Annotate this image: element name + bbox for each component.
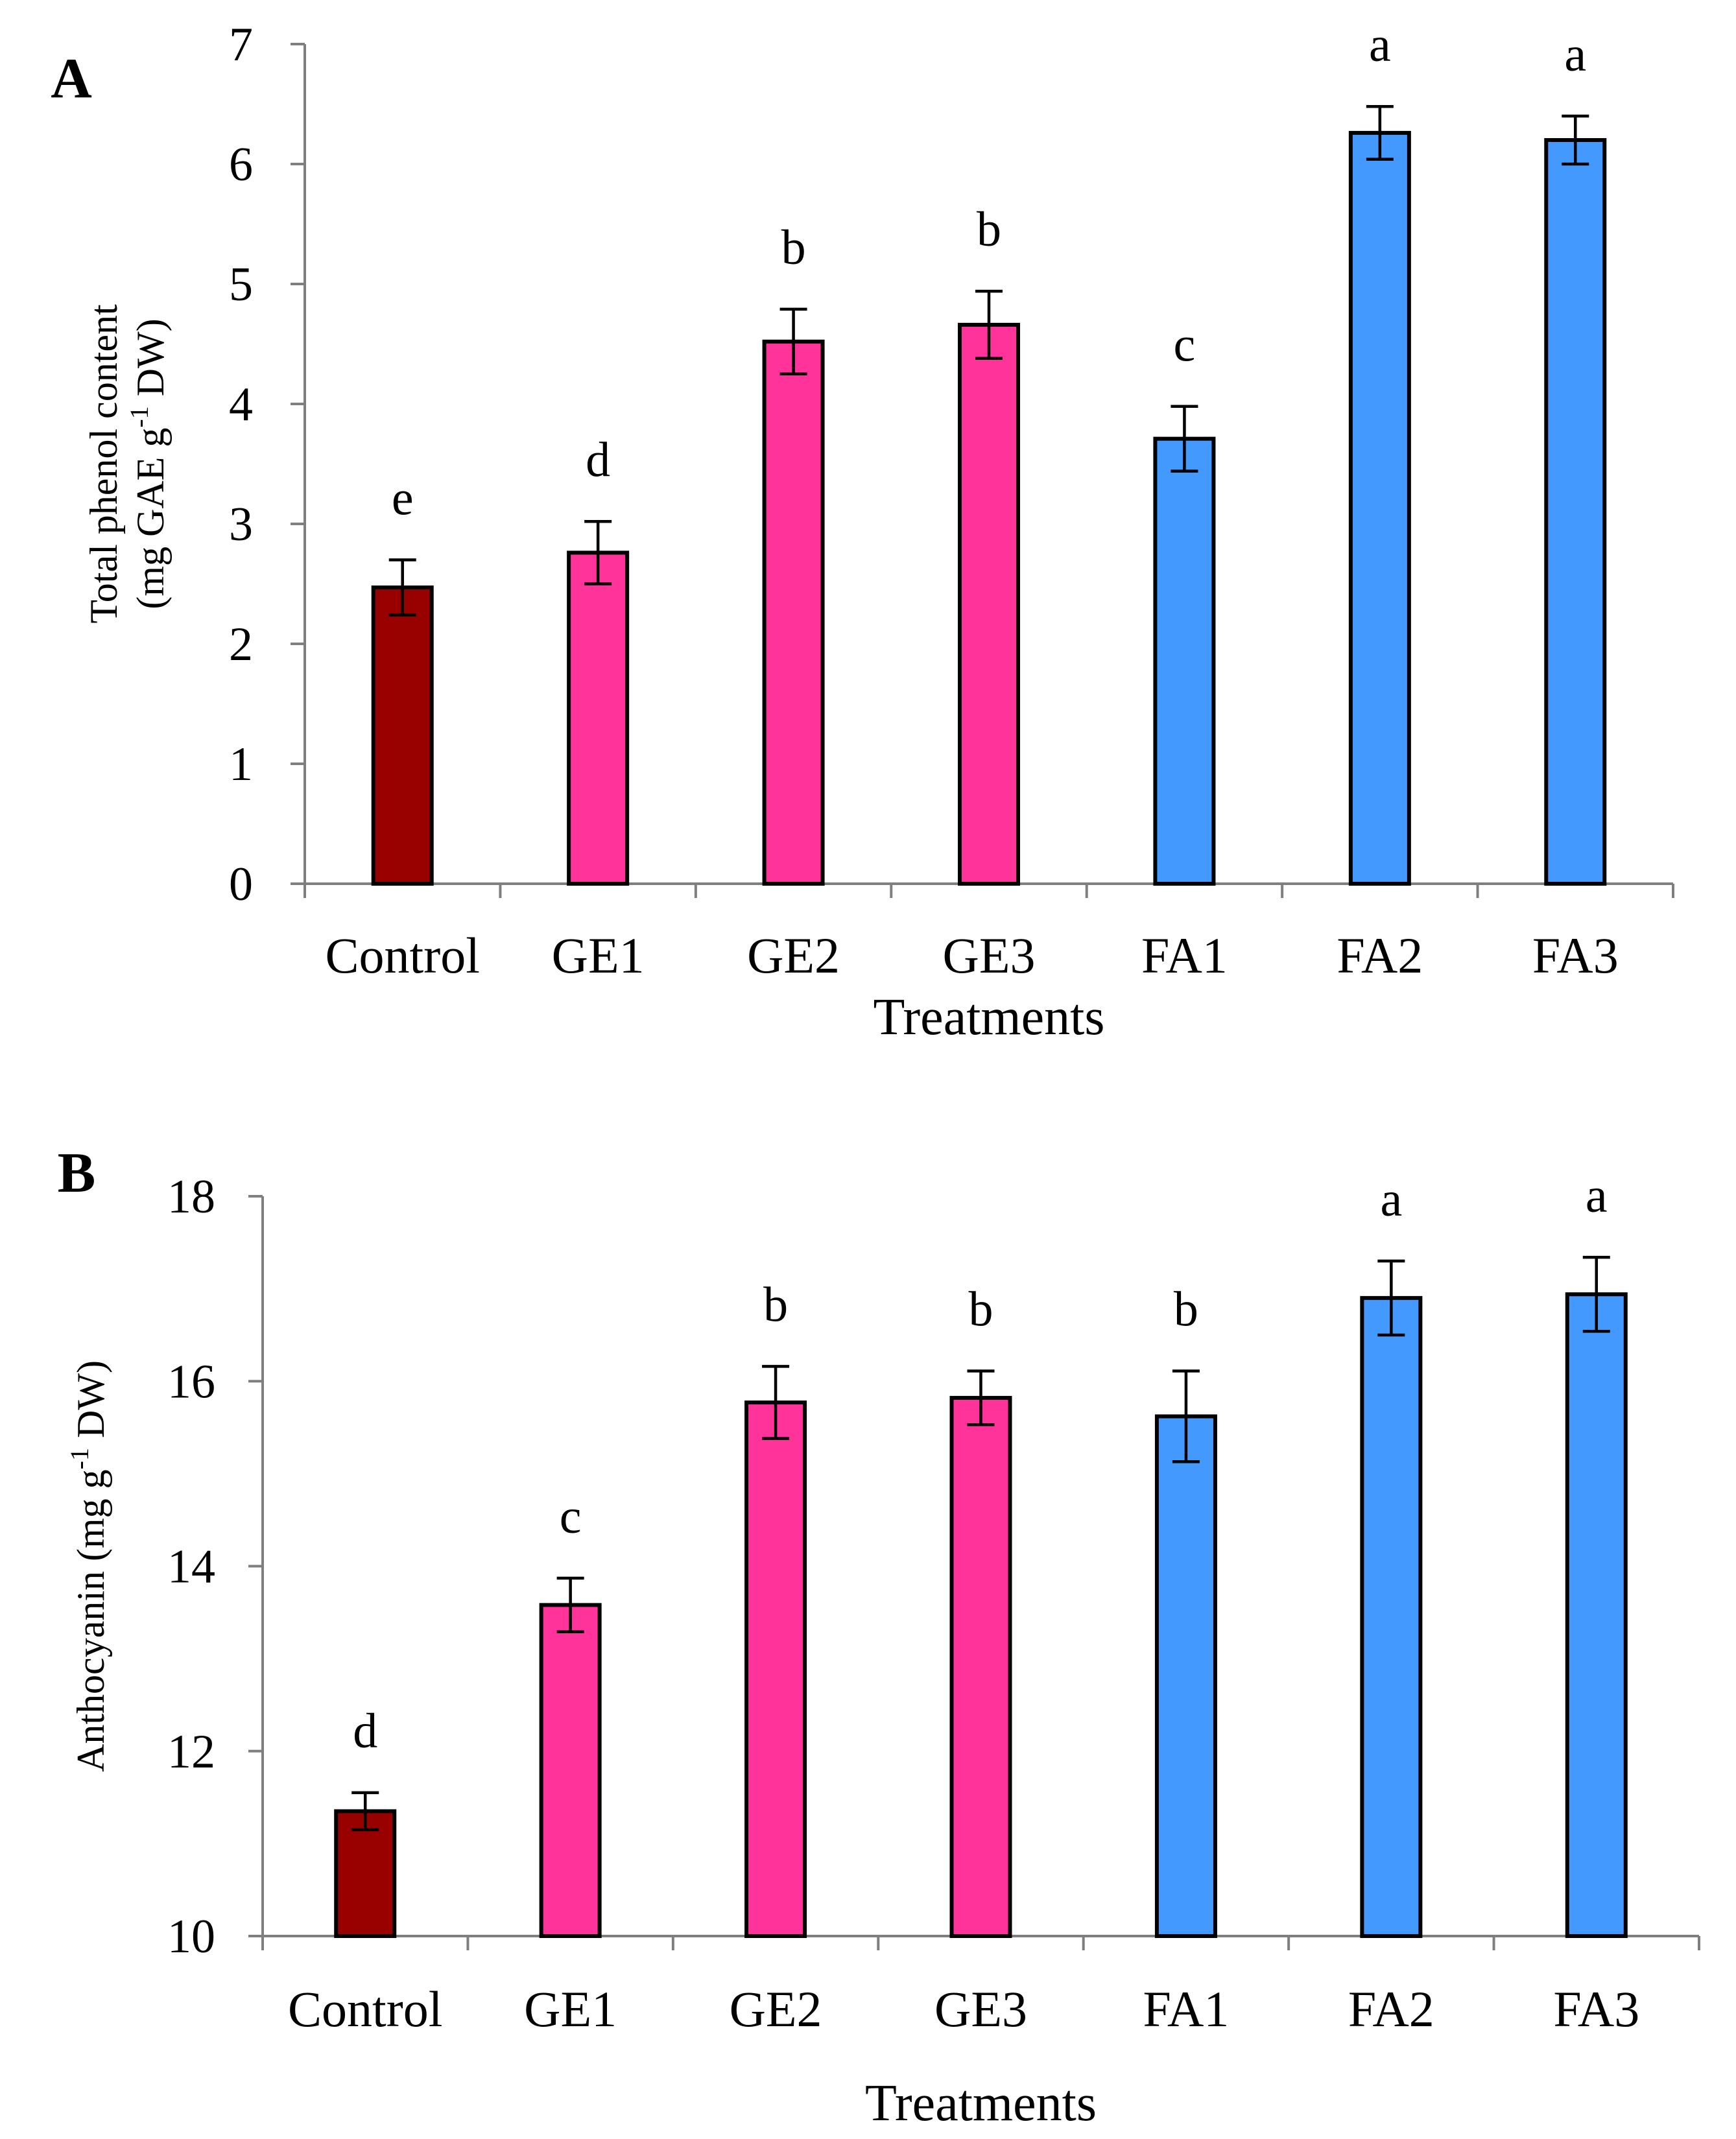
y-tick-label: 1 <box>229 738 253 791</box>
significance-letter: a <box>1369 18 1391 72</box>
chart-panel-b: 10 12 14 16 18 d Control c GE1 b GE2 b GE3 b FA1 a FA2 a F… <box>58 1142 1700 2132</box>
category-label: FA1 <box>1143 1981 1229 2037</box>
y-axis-title-text: Anthocyanin (mg g-1 DW) <box>65 1360 112 1772</box>
significance-letter: d <box>353 1704 377 1758</box>
bar-fa2 <box>1360 1295 1423 1938</box>
bar-fa3 <box>1544 138 1607 886</box>
y-tick-label: 14 <box>167 1541 215 1594</box>
x-axis-title: Treatments <box>873 989 1104 1046</box>
significance-letter: a <box>1380 1172 1402 1227</box>
significance-letter: e <box>392 471 414 526</box>
y-tick-label: 2 <box>229 618 253 671</box>
category-label: GE2 <box>747 927 840 984</box>
chart-panel-a: 0 1 2 3 4 5 6 7 e Control d GE1 b GE2 b GE3 c FA1 a FA2 a FA3… <box>51 18 1674 1046</box>
category-label: FA2 <box>1348 1981 1434 2037</box>
bar-ge1 <box>567 550 630 886</box>
significance-letter: b <box>781 220 806 275</box>
bar-control <box>334 1809 397 1939</box>
category-label: FA3 <box>1553 1981 1639 2037</box>
significance-letter: a <box>1586 1168 1608 1223</box>
bar-fa3 <box>1565 1292 1628 1938</box>
category-label: GE1 <box>524 1981 617 2037</box>
category-label: GE3 <box>943 927 1036 984</box>
category-label: GE2 <box>730 1981 822 2037</box>
significance-letter: c <box>560 1489 582 1544</box>
bar-ge2 <box>762 339 825 886</box>
y-tick-label: 3 <box>229 498 253 551</box>
y-tick-label: 0 <box>229 858 253 911</box>
bar-ge1 <box>539 1603 602 1939</box>
y-tick-label: 18 <box>167 1170 215 1223</box>
bar-control <box>371 585 434 886</box>
y-axis-title-line2: (mg GAE g-1 DW) <box>125 318 172 609</box>
category-label: Control <box>288 1981 442 2037</box>
significance-letter: a <box>1564 27 1586 82</box>
significance-letter: c <box>1174 318 1196 372</box>
category-label: Control <box>326 927 480 984</box>
bar-ge3 <box>949 1395 1012 1939</box>
bar-ge3 <box>958 322 1020 886</box>
category-label: FA2 <box>1337 927 1423 984</box>
category-label: GE3 <box>934 1981 1027 2037</box>
y-tick-label: 12 <box>167 1725 215 1779</box>
x-axis-title: Treatments <box>865 2075 1097 2132</box>
significance-letter: d <box>586 432 610 487</box>
category-label: FA1 <box>1141 927 1228 984</box>
category-label: GE1 <box>552 927 645 984</box>
significance-letter: b <box>977 202 1001 257</box>
significance-letter: b <box>1174 1282 1198 1337</box>
significance-letter: b <box>763 1277 788 1332</box>
y-tick-label: 6 <box>229 138 253 191</box>
y-tick-label: 7 <box>229 18 253 71</box>
category-label: FA3 <box>1532 927 1619 984</box>
y-tick-label: 4 <box>229 378 253 431</box>
y-tick-label: 5 <box>229 258 253 311</box>
bar-fa1 <box>1154 1414 1217 1938</box>
y-axis-title-line1: Total phenol content <box>82 304 125 624</box>
y-axis-title: Anthocyanin (mg g-1 DW) <box>65 1360 112 1772</box>
significance-letter: b <box>969 1282 993 1337</box>
bar-fa1 <box>1153 436 1216 886</box>
bar-fa2 <box>1348 130 1411 886</box>
y-tick-label: 16 <box>167 1355 215 1408</box>
panel-label: B <box>58 1142 96 1205</box>
y-tick-label: 10 <box>167 1910 215 1963</box>
bar-ge2 <box>744 1400 807 1938</box>
panel-label: A <box>51 47 92 110</box>
y-axis-title: Total phenol content (mg GAE g-1 DW) <box>82 304 172 624</box>
